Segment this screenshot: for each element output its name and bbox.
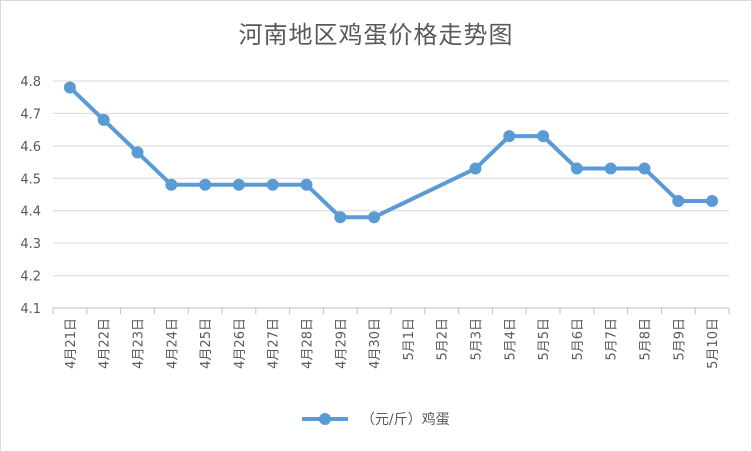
x-tick-label: 4月27日 [267,318,282,369]
data-point [469,162,482,175]
x-tick-label: 4月26日 [233,318,248,369]
x-tick-label: 5月10日 [706,318,721,369]
legend: （元/斤）鸡蛋 [1,409,751,429]
data-point [368,211,381,224]
data-point [604,162,617,175]
x-tick-label: 4月23日 [132,318,147,369]
y-tick-label: 4.2 [20,270,41,285]
x-tick-label: 4月24日 [165,318,180,369]
series-line [67,85,715,220]
data-point [537,130,550,143]
y-tick-label: 4.7 [20,107,41,122]
x-tick-label: 4月21日 [64,318,79,369]
x-tick-label: 4月30日 [368,318,383,369]
data-point [706,194,719,207]
x-tick-label: 5月9日 [672,318,687,361]
x-tick-label: 4月22日 [98,318,113,369]
data-point [570,162,583,175]
x-tick-label: 5月5日 [537,318,552,361]
legend-label: （元/斤）鸡蛋 [360,412,450,428]
data-point [334,211,347,224]
data-point [232,178,245,191]
x-tick-label: 5月7日 [605,318,620,361]
data-point [199,178,212,191]
y-tick-label: 4.4 [20,205,41,220]
x-tick-label: 5月1日 [402,318,417,361]
y-tick-label: 4.3 [20,237,41,252]
data-point [300,178,313,191]
x-tick-label: 5月3日 [470,318,485,361]
y-tick-label: 4.1 [20,302,41,317]
x-tick-label: 5月4日 [503,318,518,361]
x-tick-label: 5月2日 [436,318,451,361]
data-point [503,130,516,143]
data-point [638,162,651,175]
data-point [266,178,279,191]
x-tick-label: 4月28日 [301,318,316,369]
y-tick-label: 4.8 [20,75,41,90]
data-point [165,178,178,191]
chart-title: 河南地区鸡蛋价格走势图 [238,21,514,49]
x-tick-label: 5月6日 [571,318,586,361]
x-tick-label: 4月29日 [334,318,349,369]
data-point [63,81,76,94]
legend-line-marker [302,411,349,427]
x-tick-label: 5月8日 [639,318,654,361]
y-tick-label: 4.6 [20,140,41,155]
data-point [672,194,685,207]
data-point [131,146,144,159]
x-tick-label: 4月25日 [199,318,214,369]
y-tick-label: 4.5 [20,172,41,187]
data-point [97,113,110,126]
